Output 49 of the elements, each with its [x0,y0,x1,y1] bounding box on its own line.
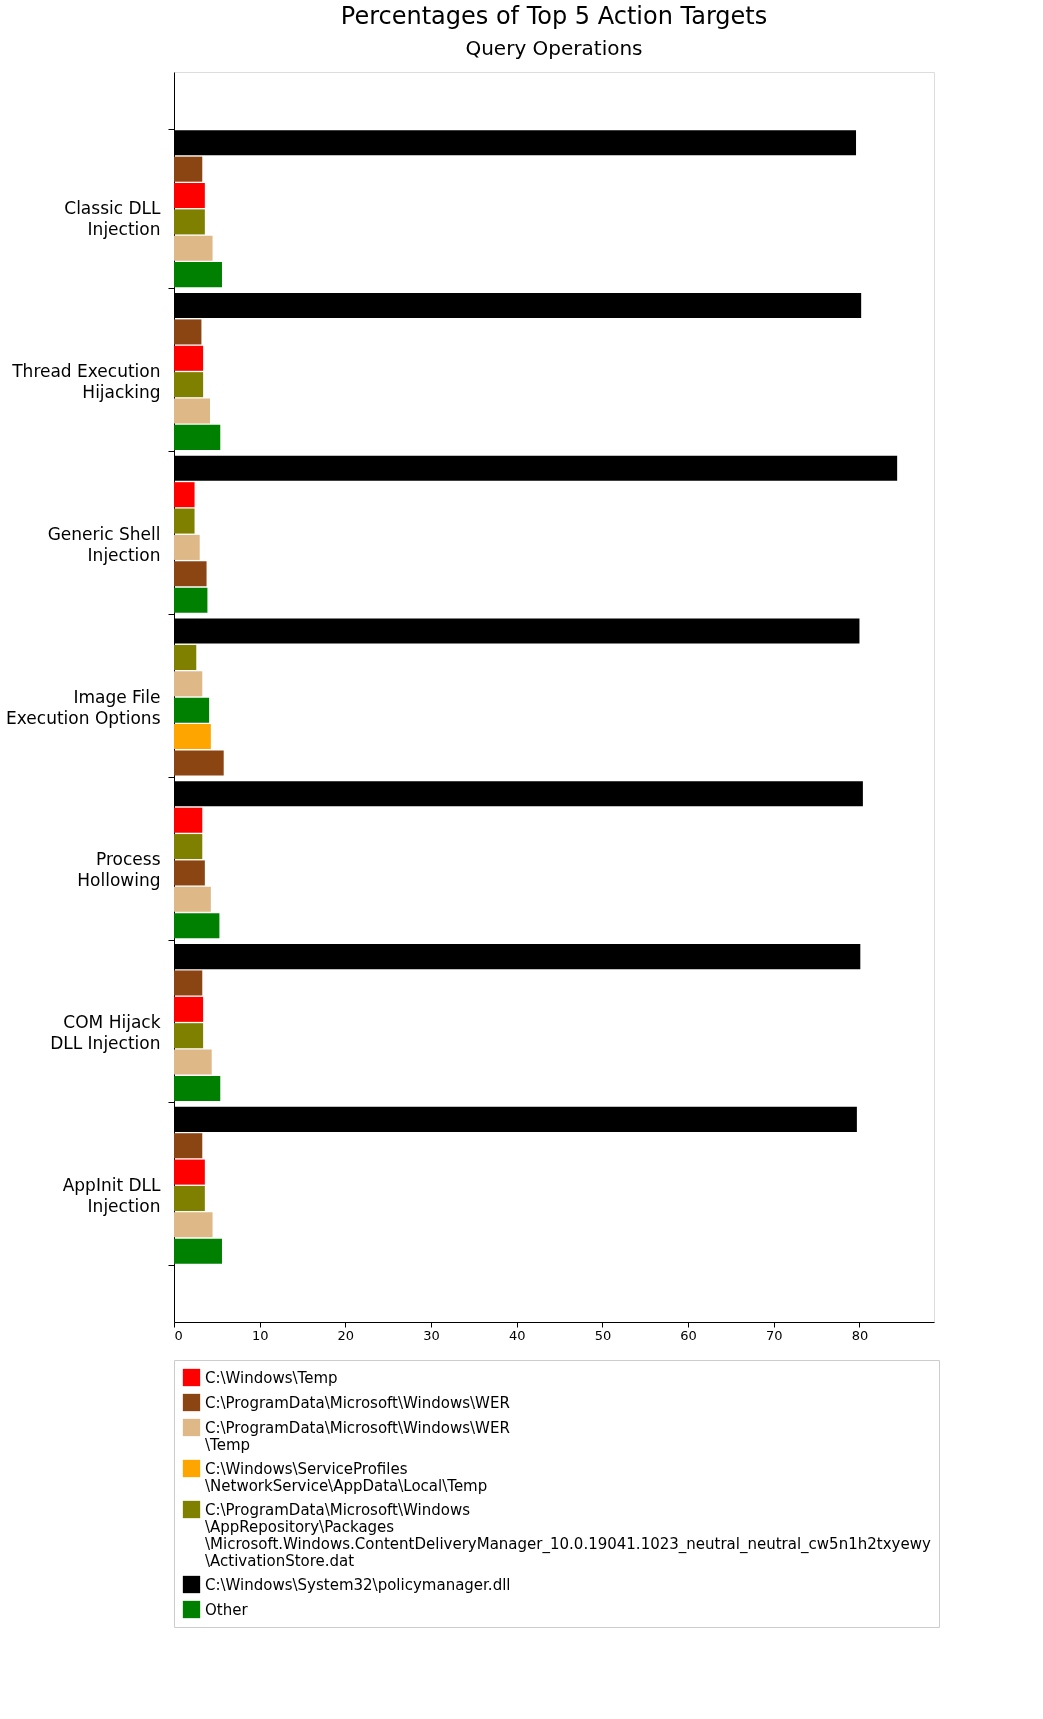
bar [174,587,208,613]
x-tick-label: 30 [423,1327,440,1343]
y-tick-label: Process Hollowing [77,849,161,891]
legend-label: C:\Windows\ServiceProfiles\NetworkService\AppData\Local\Temp [205,1459,488,1495]
bar [174,235,213,261]
bar [174,996,204,1022]
x-tick-label: 50 [594,1327,612,1343]
y-tick-label: AppInit DLL Injection [62,1174,162,1216]
x-tick-label: 10 [251,1327,269,1343]
bar [174,913,220,939]
bar [174,1075,221,1101]
bar [174,209,205,235]
bar [174,372,204,398]
bar [174,886,211,912]
bar [174,1212,213,1238]
y-tick-label: Thread Execution Hijacking [11,360,161,402]
bar [174,183,205,209]
y-tick-label: Classic DLL Injection [64,198,162,240]
x-tick-label: 60 [680,1327,697,1343]
bar [174,1023,204,1049]
bar [174,156,203,182]
bar [174,1185,205,1211]
y-tick-label: Image File Execution Options [6,686,161,728]
legend-label: C:\Windows\System32\policymanager.dll [205,1575,511,1594]
chart-subtitle: Query Operations [465,36,643,60]
x-tick-label: 40 [508,1327,526,1343]
x-tick-label: 20 [337,1327,355,1343]
x-tick-label: 70 [766,1327,783,1343]
legend-label: C:\Windows\Temp [205,1368,338,1387]
x-tick-label: 0 [174,1327,183,1343]
bar [174,724,211,750]
legend-label: C:\ProgramData\Microsoft\Windows\WER [205,1393,510,1412]
x-tick-label: 80 [851,1327,869,1343]
bar [174,398,210,424]
bar [174,1238,222,1264]
bar [174,970,203,996]
bar [174,424,221,450]
bar [174,345,204,371]
bar [174,1159,205,1185]
bar [174,319,202,345]
legend-label: C:\ProgramData\Microsoft\Windows\WER\Temp [205,1418,510,1454]
bar [174,1133,203,1159]
legend-label: C:\ProgramData\Microsoft\Windows\AppRepository\Packages\Microsoft.Windows.ContentDeliveryManager_10.0.19041.1023_neutral_neutral_cw5n1h2txyewy\ActivationStore.dat [205,1500,931,1570]
y-tick-label: Generic Shell Injection [47,523,161,565]
legend-label: Other [205,1600,249,1619]
bar [174,1049,212,1075]
bar [174,262,222,288]
y-tick-label: COM Hijack DLL Injection [50,1012,161,1054]
chart-title: Percentages of Top 5 Action Targets [340,2,768,30]
